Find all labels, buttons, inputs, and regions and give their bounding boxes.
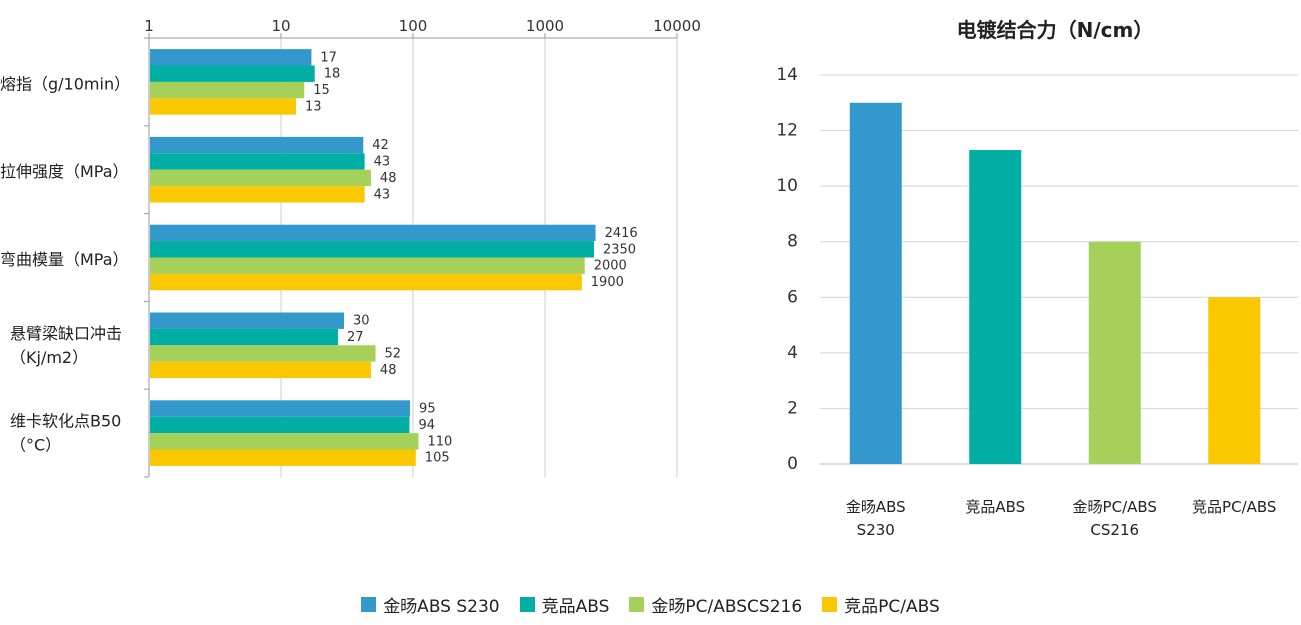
category-label: 维卡软化点B50 — [10, 412, 121, 431]
data-label: 1900 — [591, 275, 624, 290]
legend-label: 金旸ABS S230 — [383, 596, 500, 617]
bar — [150, 81, 305, 99]
bar — [150, 400, 411, 417]
bar — [150, 169, 371, 187]
category-label: CS216 — [1090, 521, 1139, 539]
bar — [150, 49, 312, 66]
bar — [969, 150, 1022, 464]
bar — [150, 224, 596, 242]
data-label: 2000 — [594, 259, 627, 274]
data-label: 13 — [305, 100, 322, 115]
data-label: 105 — [425, 451, 450, 466]
data-label: 42 — [372, 138, 389, 153]
x-tick-label: 100 — [399, 17, 428, 35]
bar — [150, 241, 594, 258]
bar — [1208, 297, 1261, 464]
y-tick-label: 4 — [787, 343, 798, 363]
data-label: 95 — [419, 402, 436, 417]
data-label: 18 — [324, 67, 341, 82]
data-label: 52 — [385, 347, 402, 362]
bar — [150, 416, 410, 434]
legend-swatch — [822, 596, 838, 612]
bar — [150, 136, 364, 154]
category-label: （°C） — [10, 436, 61, 455]
bar — [150, 273, 582, 291]
data-label: 48 — [380, 171, 397, 186]
bar — [150, 153, 365, 170]
y-tick-label: 14 — [776, 65, 798, 85]
bar — [150, 449, 416, 466]
data-label: 94 — [418, 418, 435, 433]
legend-swatch — [629, 596, 645, 612]
data-label: 30 — [353, 314, 370, 329]
y-tick-label: 6 — [787, 287, 798, 307]
legend-swatch — [519, 596, 535, 612]
category-label: S230 — [857, 521, 895, 539]
y-tick-label: 10 — [776, 176, 798, 196]
category-label: 熔指（g/10min） — [0, 74, 130, 93]
data-label: 15 — [313, 83, 330, 98]
legend-swatch — [361, 596, 377, 612]
bar — [150, 257, 585, 274]
category-label: 弯曲模量（MPa） — [0, 250, 129, 269]
category-label: 金旸ABS — [846, 498, 906, 516]
bar — [849, 102, 902, 465]
legend-item-competitor-abs: 竞品ABS — [519, 592, 610, 617]
chart-canvas: 1 10 100 1000 1000017181513熔指（g/10min）424348… — [0, 17, 1298, 539]
x-tick-label: 10 — [271, 17, 290, 35]
category-label: 金旸PC/ABS — [1073, 498, 1157, 516]
bar — [150, 312, 344, 329]
bar — [150, 328, 338, 346]
bar — [150, 433, 419, 450]
legend-label: 竞品ABS — [541, 596, 610, 617]
category-label: （Kj/m2） — [10, 348, 88, 367]
x-tick-label: 1000 — [526, 17, 564, 35]
legend-label: 竞品PC/ABS — [844, 596, 940, 617]
legend-item-jy-abs-s230: 金旸ABS S230 — [361, 592, 500, 617]
bar — [150, 98, 297, 115]
data-label: 2416 — [605, 226, 638, 241]
y-tick-label: 12 — [776, 121, 798, 141]
data-label: 27 — [347, 330, 364, 345]
legend-label: 金旸PC/ABSCS216 — [651, 596, 803, 617]
y-tick-label: 2 — [787, 398, 798, 418]
x-tick-label: 10000 — [653, 17, 701, 35]
data-label: 110 — [427, 434, 452, 449]
category-label: 竞品ABS — [965, 498, 1025, 516]
x-tick-label: 1 — [144, 17, 154, 35]
bar — [1088, 241, 1141, 464]
bar — [150, 186, 365, 203]
chart-title: 电镀结合力（N/cm） — [957, 18, 1154, 42]
y-tick-label: 8 — [787, 232, 798, 252]
bar — [150, 345, 376, 362]
y-tick-label: 0 — [787, 454, 798, 474]
category-label: 竞品PC/ABS — [1192, 498, 1276, 516]
category-label: 悬臂梁缺口冲击 — [10, 324, 122, 343]
chart-legend: 金旸ABS S230 竞品ABS 金旸PC/ABSCS216 竞品PC/ABS — [0, 586, 1301, 622]
bar — [150, 65, 315, 82]
data-label: 43 — [374, 187, 391, 202]
category-label: 拉伸强度（MPa） — [0, 162, 129, 181]
bar — [150, 361, 371, 379]
legend-item-competitor-pcabs: 竞品PC/ABS — [822, 592, 940, 617]
legend-item-jy-pcabs-cs216: 金旸PC/ABSCS216 — [629, 592, 802, 617]
data-label: 48 — [380, 363, 397, 378]
data-label: 17 — [320, 50, 337, 65]
data-label: 2350 — [603, 242, 636, 257]
data-label: 43 — [374, 155, 391, 170]
